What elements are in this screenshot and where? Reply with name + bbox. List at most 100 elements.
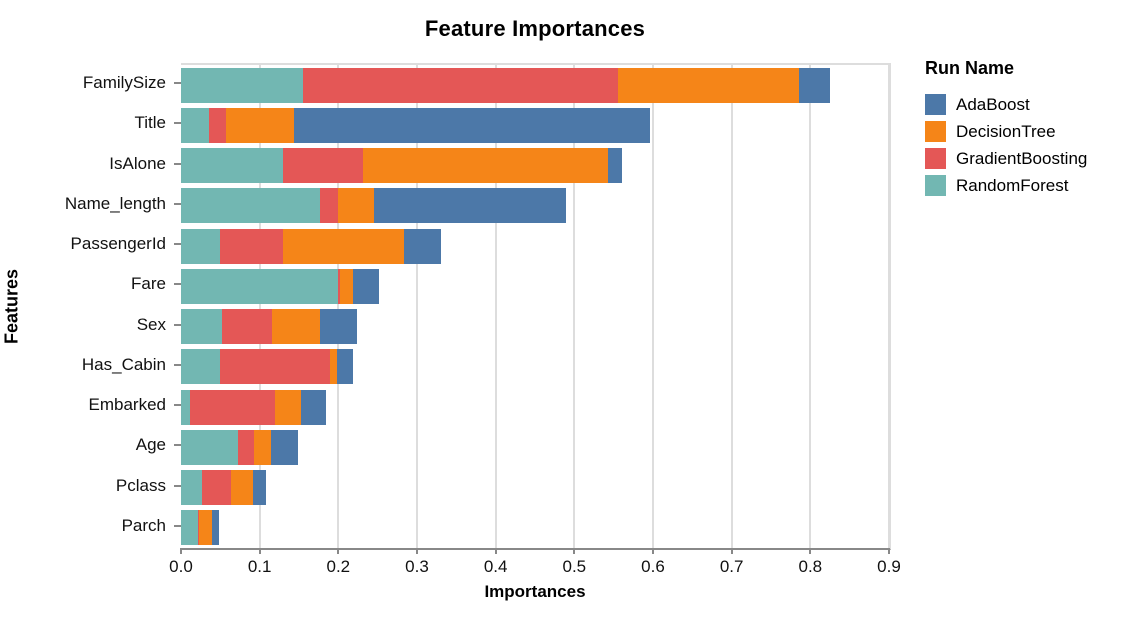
legend-swatch-icon	[925, 94, 946, 115]
bar-segment-decisiontree[interactable]	[272, 309, 321, 345]
y-tick	[174, 202, 181, 205]
y-tick-label: Title	[134, 113, 167, 133]
bar-segment-decisiontree[interactable]	[283, 228, 405, 264]
bar-segment-adaboost[interactable]	[270, 429, 299, 465]
bar-segment-adaboost[interactable]	[798, 67, 830, 103]
bar-segment-decisiontree[interactable]	[199, 510, 213, 546]
bar-segment-decisiontree[interactable]	[225, 107, 295, 143]
bar-segment-adaboost[interactable]	[212, 510, 219, 546]
gridline	[573, 65, 576, 548]
y-tick-label: Sex	[136, 314, 166, 334]
bar-segment-randomforest[interactable]	[181, 268, 339, 304]
legend-label: AdaBoost	[956, 94, 1030, 114]
bar-segment-adaboost[interactable]	[608, 148, 622, 184]
x-tick	[652, 548, 654, 554]
bar-segment-gradientboosting[interactable]	[320, 188, 339, 224]
x-tick-label: 0.4	[483, 557, 508, 576]
bar-row	[181, 429, 889, 465]
bar-segment-gradientboosting[interactable]	[189, 389, 276, 425]
bar-segment-decisiontree[interactable]	[330, 349, 337, 385]
gridline	[809, 65, 812, 548]
bar-row	[181, 389, 889, 425]
x-tick	[337, 548, 340, 554]
bar-segment-adaboost[interactable]	[404, 228, 442, 264]
bar-segment-gradientboosting[interactable]	[302, 67, 618, 103]
bar-segment-adaboost[interactable]	[320, 309, 358, 345]
legend-items: AdaBoost DecisionTree GradientBoosting Rand…	[925, 91, 1087, 199]
y-tick-label: Name_length	[64, 193, 166, 213]
legend-label: GradientBoosting	[956, 148, 1088, 168]
bar-segment-adaboost[interactable]	[336, 349, 354, 385]
x-tick-label: 0.6	[641, 557, 665, 576]
bar-segment-decisiontree[interactable]	[617, 67, 799, 103]
y-tick-label: Has_Cabin	[81, 354, 166, 374]
bar-segment-decisiontree[interactable]	[338, 188, 374, 224]
bar-segment-decisiontree[interactable]	[275, 389, 301, 425]
legend-label: RandomForest	[956, 175, 1069, 195]
bar-segment-gradientboosting[interactable]	[202, 470, 232, 506]
y-tick	[174, 323, 181, 326]
bar-segment-randomforest[interactable]	[181, 389, 190, 425]
legend-item-decisiontree[interactable]: DecisionTree	[925, 118, 1087, 145]
bar-segment-gradientboosting[interactable]	[197, 510, 200, 546]
legend-item-gradientboosting[interactable]: GradientBoosting	[925, 145, 1087, 172]
bar-segment-randomforest[interactable]	[181, 510, 198, 546]
x-tick	[809, 548, 812, 554]
gridline	[415, 65, 418, 548]
legend-item-randomforest[interactable]: RandomForest	[925, 172, 1087, 199]
bar-segment-randomforest[interactable]	[181, 309, 222, 345]
x-tick-label: 0.9	[877, 557, 901, 576]
y-tick	[174, 404, 181, 407]
bar-segment-randomforest[interactable]	[181, 228, 221, 264]
gridline	[888, 65, 890, 548]
bar-segment-decisiontree[interactable]	[339, 268, 354, 304]
bar-segment-adaboost[interactable]	[294, 107, 650, 143]
x-tick	[888, 548, 890, 554]
bar-segment-gradientboosting[interactable]	[237, 429, 255, 465]
legend-item-adaboost[interactable]: AdaBoost	[925, 91, 1087, 118]
x-tick	[730, 548, 733, 554]
bar-segment-randomforest[interactable]	[181, 429, 238, 465]
bar-segment-gradientboosting[interactable]	[283, 148, 363, 184]
y-tick-label: Parch	[121, 515, 166, 535]
x-tick-label: 0.0	[169, 557, 193, 576]
bar-segment-gradientboosting[interactable]	[220, 349, 331, 385]
x-tick	[573, 548, 576, 554]
x-tick-label: 0.2	[326, 557, 351, 576]
bar-segment-gradientboosting[interactable]	[220, 228, 284, 264]
y-tick-label: Embarked	[88, 395, 166, 415]
x-axis-title: Importances	[484, 582, 586, 601]
bar-segment-adaboost[interactable]	[253, 470, 266, 506]
bar-segment-decisiontree[interactable]	[254, 429, 271, 465]
bar-segment-randomforest[interactable]	[181, 188, 321, 224]
x-tick-label: 0.8	[798, 557, 823, 576]
bar-segment-adaboost[interactable]	[300, 389, 326, 425]
bar-segment-gradientboosting[interactable]	[209, 107, 226, 143]
bar-segment-randomforest[interactable]	[181, 470, 203, 506]
chart-title: Feature Importances	[424, 16, 646, 41]
bar-segment-randomforest[interactable]	[181, 148, 284, 184]
bar-segment-adaboost[interactable]	[353, 268, 380, 304]
plot-area	[181, 63, 891, 550]
gridline	[337, 65, 340, 548]
bar-segment-adaboost[interactable]	[373, 188, 567, 224]
legend-swatch-icon	[925, 148, 946, 169]
bar-segment-decisiontree[interactable]	[231, 470, 254, 506]
y-tick	[174, 122, 181, 125]
bar-segment-decisiontree[interactable]	[362, 148, 609, 184]
x-tick-label: 0.7	[719, 557, 744, 576]
y-tick-label: Pclass	[115, 475, 166, 495]
bar-segment-gradientboosting[interactable]	[221, 309, 273, 345]
x-tick	[494, 548, 497, 554]
y-tick	[174, 243, 181, 246]
x-tick-label: 0.3	[405, 557, 429, 576]
gridline	[651, 65, 654, 548]
gridline	[730, 65, 733, 548]
bar-segment-randomforest[interactable]	[181, 67, 303, 103]
y-tick-label: FamilySize	[82, 73, 166, 93]
bar-segment-randomforest[interactable]	[181, 349, 221, 385]
bar-segment-randomforest[interactable]	[181, 107, 210, 143]
x-tick	[416, 548, 418, 554]
bar-segment-gradientboosting[interactable]	[338, 268, 340, 304]
